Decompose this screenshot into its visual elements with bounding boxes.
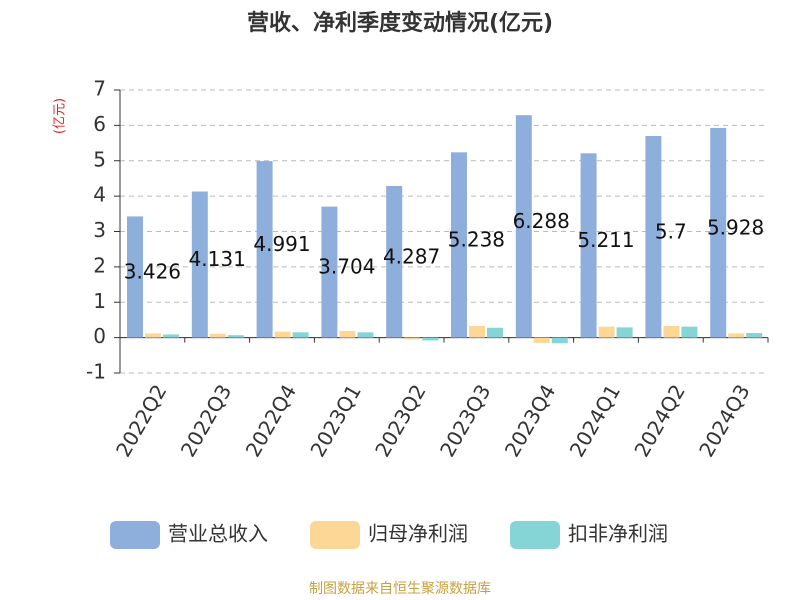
bar	[533, 337, 550, 343]
bar	[357, 332, 374, 338]
bar	[746, 333, 763, 338]
y-tick-label: 2	[93, 253, 106, 277]
bar	[386, 185, 403, 338]
x-tick-label: 2024Q1	[565, 380, 625, 461]
data-label: 5.7	[655, 219, 687, 243]
y-tick-label: 1	[93, 289, 106, 313]
bar	[487, 327, 503, 338]
bar	[422, 337, 439, 341]
bar	[256, 161, 273, 338]
data-label: 5.238	[448, 227, 505, 251]
data-label: 4.991	[253, 232, 310, 256]
x-tick-label: 2024Q3	[694, 380, 754, 461]
y-tick-label: 0	[93, 324, 106, 348]
data-label: 3.704	[318, 255, 375, 279]
bar	[191, 191, 208, 338]
bar	[227, 335, 244, 338]
data-label: 4.131	[189, 247, 246, 271]
bar	[469, 325, 485, 338]
bar	[616, 327, 633, 338]
y-tick-label: 4	[93, 183, 106, 207]
bar	[404, 337, 421, 340]
y-tick-label: 3	[93, 218, 106, 242]
chart-title: 营收、净利季度变动情况(亿元)	[247, 10, 553, 36]
x-tick-label: 2023Q2	[370, 380, 430, 461]
y-tick-label: 6	[93, 112, 106, 136]
data-label: 5.211	[577, 228, 634, 252]
x-tick-label: 2024Q2	[629, 380, 689, 461]
legend-label: 归母净利润	[368, 522, 468, 546]
bar	[292, 332, 309, 338]
bar	[580, 153, 597, 338]
bar	[451, 152, 467, 338]
bar	[209, 333, 226, 338]
x-tick-label: 2022Q2	[111, 380, 171, 461]
bar	[728, 333, 745, 338]
data-label: 6.288	[513, 209, 570, 233]
x-tick-label: 2023Q3	[435, 380, 495, 461]
y-tick-label: 5	[93, 147, 106, 171]
legend-swatch	[110, 521, 160, 549]
bar	[551, 337, 568, 344]
bar	[145, 333, 161, 338]
bar	[663, 325, 680, 338]
source-note: 制图数据来自恒生聚源数据库	[309, 581, 491, 597]
x-tick-label: 2023Q1	[305, 380, 365, 461]
legend-label: 营业总收入	[168, 522, 268, 546]
bar	[163, 334, 179, 338]
bar	[710, 127, 727, 338]
y-axis-label: (亿元)	[53, 98, 68, 134]
x-tick-label: 2022Q4	[241, 380, 301, 461]
data-label: 3.426	[124, 260, 181, 284]
bar	[598, 326, 615, 338]
bar	[681, 326, 698, 338]
x-tick-label: 2022Q3	[176, 380, 236, 461]
y-tick-label: -1	[86, 360, 106, 384]
bar	[321, 206, 338, 338]
bar	[645, 135, 662, 338]
bar	[515, 115, 532, 338]
bar	[339, 330, 356, 338]
x-tick-label: 2023Q4	[500, 380, 560, 461]
bar	[127, 216, 143, 338]
legend-label: 扣非净利润	[568, 522, 668, 546]
legend-swatch	[510, 521, 560, 549]
data-label: 4.287	[383, 244, 440, 268]
data-label: 5.928	[707, 215, 764, 239]
legend-swatch	[310, 521, 360, 549]
bar	[274, 331, 291, 338]
y-tick-label: 7	[93, 77, 106, 101]
